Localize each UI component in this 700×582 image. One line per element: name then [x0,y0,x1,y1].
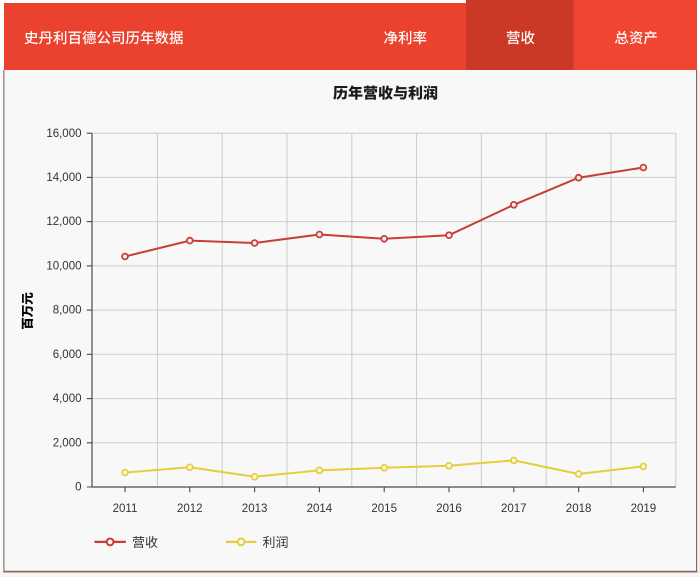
svg-text:2,000: 2,000 [53,437,82,449]
svg-text:2016: 2016 [436,503,462,515]
svg-text:2013: 2013 [242,503,268,515]
svg-text:2019: 2019 [631,503,657,515]
svg-text:10,000: 10,000 [46,261,81,273]
svg-text:14,000: 14,000 [46,172,81,184]
svg-text:2017: 2017 [501,503,527,515]
svg-text:16,000: 16,000 [46,128,81,140]
svg-text:2012: 2012 [177,503,203,515]
svg-text:2018: 2018 [566,503,592,515]
svg-text:6,000: 6,000 [53,349,82,361]
svg-text:2011: 2011 [113,503,138,515]
svg-text:2015: 2015 [371,503,397,515]
svg-text:12,000: 12,000 [46,216,81,228]
svg-text:8,000: 8,000 [53,305,82,317]
svg-text:2014: 2014 [307,503,333,515]
svg-text:4,000: 4,000 [53,393,82,405]
svg-text:0: 0 [75,482,81,494]
